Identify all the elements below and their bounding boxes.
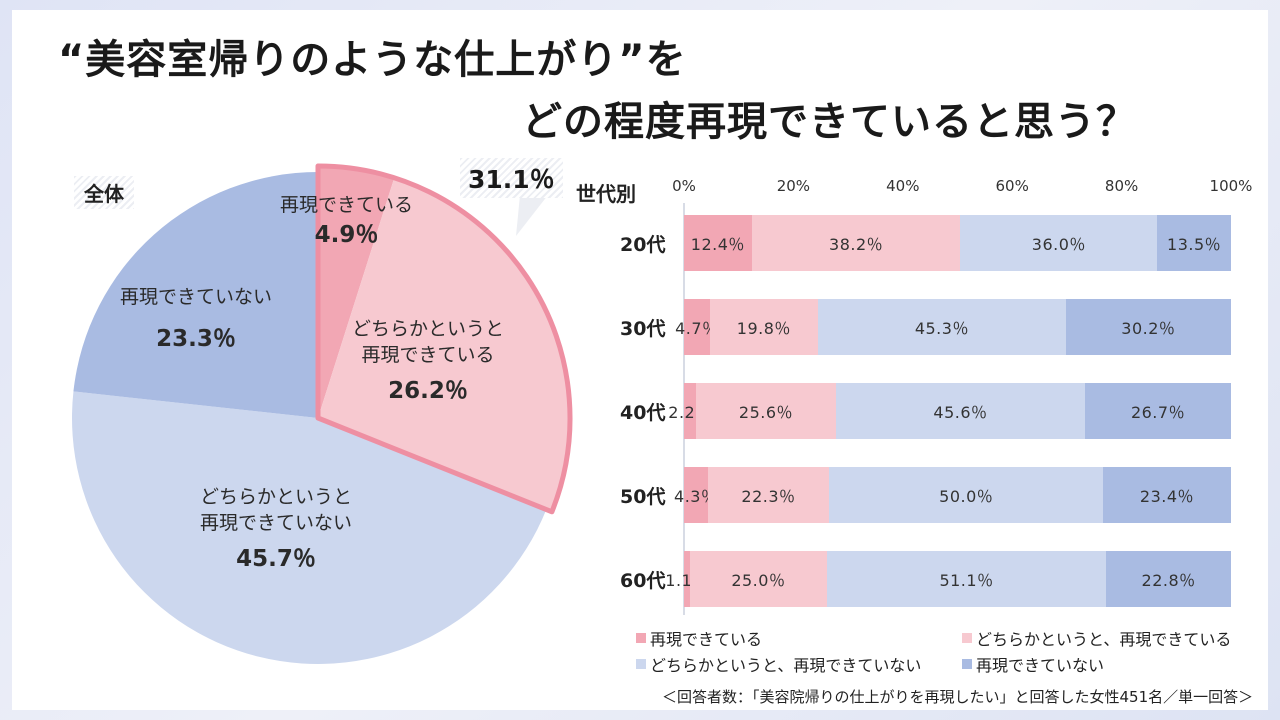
title-text-2: どの程度再現できていると思う？ xyxy=(522,99,1137,145)
x-tick-label: 0% xyxy=(672,177,696,195)
bar-value-label: 23.4％ xyxy=(1139,487,1195,506)
x-tick-label: 20% xyxy=(776,177,811,195)
bar-row-40代: 2.2％ 25.6％ 45.6％ 26.7％ xyxy=(668,383,1231,439)
pie-slice-1 xyxy=(318,166,395,418)
age-label-1: 20代 xyxy=(620,234,666,256)
pie-label-slice-2: どちらかというと 再現できている 26.2％ xyxy=(352,316,504,408)
pie-label-slice-3: どちらかというと 再現できていない 45.7％ xyxy=(200,484,352,576)
bar-segment: 45.6％ xyxy=(835,383,1086,439)
bar-value-label: 45.3％ xyxy=(914,319,969,338)
age-label-5: 60代 xyxy=(620,570,666,592)
combined-callout: 31.1％ xyxy=(460,158,563,198)
bar-segment: 4.3％ xyxy=(674,467,717,523)
pie-slice-2-name-2: 再現できている xyxy=(361,344,495,366)
bar-segment: 26.7％ xyxy=(1085,383,1231,439)
legend-item-1: 再現できている xyxy=(636,626,762,650)
age-label-3: 40代 xyxy=(620,402,666,424)
pie-slice-1-value: 4.9％ xyxy=(314,222,379,248)
bar-row-30代: 4.7％ 19.8％ 45.3％ 30.2％ xyxy=(675,299,1231,355)
bar-row-20代: 12.4％ 38.2％ 36.0％ 13.5％ xyxy=(684,215,1231,271)
bar-value-label: 45.6％ xyxy=(933,403,988,422)
title-text-1: “美容室帰りのような仕上がり”を xyxy=(58,37,687,83)
x-tick-label: 40% xyxy=(886,177,920,195)
pie-slice-4-value: 23.3％ xyxy=(156,326,236,352)
bar-value-label: 51.1％ xyxy=(939,571,994,590)
bar-segment: 25.0％ xyxy=(690,551,827,607)
x-tick-label: 60% xyxy=(995,177,1029,195)
legend-label-4: 再現できていない xyxy=(976,656,1105,675)
bar-row-50代: 4.3％ 22.3％ 50.0％ 23.4％ xyxy=(674,467,1231,523)
legend-swatch-2 xyxy=(962,633,972,643)
bar-segment: 4.7％ xyxy=(675,299,718,355)
pie-slice-3-value: 45.7％ xyxy=(236,546,316,572)
pie-highlight-outline xyxy=(315,163,573,515)
bar-value-label: 22.3％ xyxy=(741,487,796,506)
bar-value-label: 36.0％ xyxy=(1031,235,1086,254)
legend-swatch-3 xyxy=(636,659,646,669)
bar-segment: 45.3％ xyxy=(818,299,1066,355)
bar-segment: 36.0％ xyxy=(960,215,1158,271)
pie-slice-4 xyxy=(73,172,319,418)
pie-slice-4-name: 再現できていない xyxy=(120,286,273,308)
bar-value-label: 25.0％ xyxy=(731,571,786,590)
pie-slice-3 xyxy=(71,391,547,664)
bar-segment: 19.8％ xyxy=(709,299,818,355)
legend-label-1: 再現できている xyxy=(650,630,763,649)
legend-item-4: 再現できていない xyxy=(962,652,1104,676)
bar-value-label: 19.8％ xyxy=(736,319,791,338)
pie-slice-3-name-2: 再現できていない xyxy=(200,512,353,534)
bar-value-label: 4.7％ xyxy=(675,319,719,338)
bar-segment: 51.1％ xyxy=(826,551,1107,607)
pie-slice-2-value: 26.2％ xyxy=(388,378,468,404)
x-tick-label: 80% xyxy=(1104,177,1139,195)
bar-value-label: 30.2％ xyxy=(1121,319,1176,338)
legend-item-2: どちらかというと、再現できている xyxy=(962,626,1231,650)
bar-value-label: 13.5％ xyxy=(1167,235,1222,254)
legend-label-2: どちらかというと、再現できている xyxy=(976,630,1232,649)
bar-segment: 22.3％ xyxy=(707,467,830,523)
bar-segment: 22.8％ xyxy=(1106,551,1231,607)
pie-slice-2-name-1: どちらかというと xyxy=(352,318,505,340)
bar-value-label: 38.2％ xyxy=(829,235,884,254)
legend-item-3: どちらかというと、再現できていない xyxy=(636,652,921,676)
pie-slice-3-name-1: どちらかというと xyxy=(200,486,353,508)
age-label-2: 30代 xyxy=(620,318,666,340)
bar-value-label: 25.6％ xyxy=(738,403,794,422)
bar-segment: 13.5％ xyxy=(1157,215,1231,271)
x-tick-label: 100% xyxy=(1209,177,1253,195)
bar-row-60代: 1.1％ 25.0％ 51.1％ 22.8％ xyxy=(665,551,1231,607)
by-age-tag: 世代別 xyxy=(576,182,636,206)
bar-value-label: 26.7％ xyxy=(1130,403,1186,422)
overall-tag: 全体 xyxy=(74,176,134,209)
bar-value-label: 22.8％ xyxy=(1141,571,1196,590)
bar-segment: 23.4％ xyxy=(1102,467,1231,523)
bar-segment: 2.2％ xyxy=(668,383,711,439)
bar-segment: 12.4％ xyxy=(684,215,752,271)
callout-pointer xyxy=(516,195,548,236)
bar-value-label: 50.0％ xyxy=(939,487,994,506)
bar-value-label: 12.4％ xyxy=(690,235,745,254)
pie-slice-2 xyxy=(318,177,570,512)
legend-swatch-4 xyxy=(962,659,972,669)
bar-segment: 30.2％ xyxy=(1065,299,1231,355)
legend-swatch-1 xyxy=(636,633,646,643)
bar-segment: 38.2％ xyxy=(751,215,961,271)
footnote: ＜回答者数：「美容院帰りの仕上がりを再現したい」と回答した女性451名／単一回答… xyxy=(662,688,1254,706)
bar-segment: 50.0％ xyxy=(829,467,1103,523)
pie-label-slice-4: 再現できていない 23.3％ xyxy=(120,284,272,356)
pie-label-slice-1: 再現できている 4.9％ xyxy=(280,192,413,252)
legend-label-3: どちらかというと、再現できていない xyxy=(650,656,922,675)
bar-value-label: 4.3％ xyxy=(674,487,718,506)
age-label-4: 50代 xyxy=(620,486,666,508)
bar-segment: 25.6％ xyxy=(696,383,836,439)
pie-slice-1-name: 再現できている xyxy=(280,194,414,216)
